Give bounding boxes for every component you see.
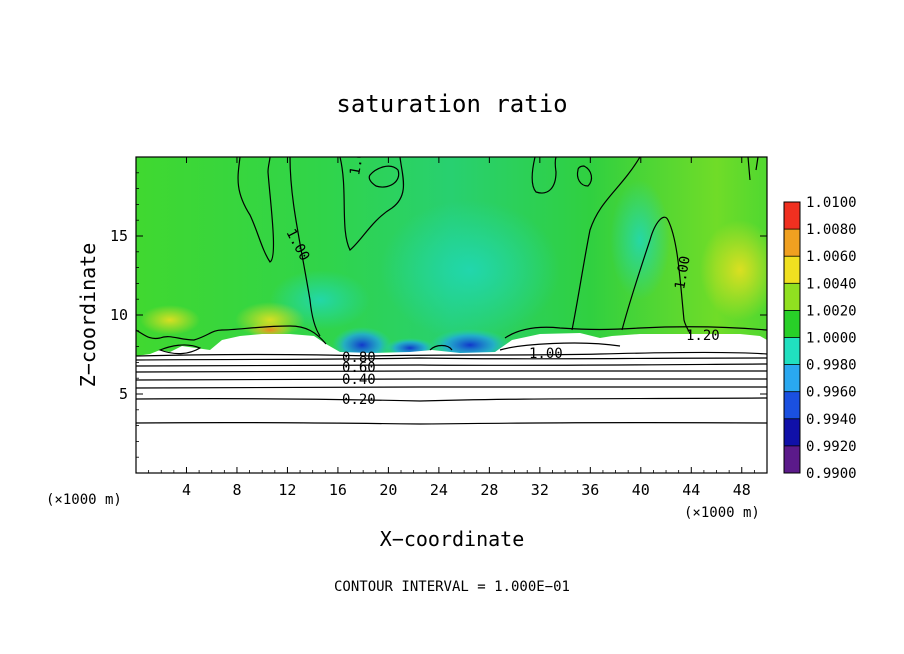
y-tick-label: 5 — [119, 385, 128, 403]
contour-label: 1.00 — [347, 141, 369, 177]
colorbar-label: 0.9980 — [806, 358, 857, 374]
colorbar-label: 1.0040 — [806, 276, 857, 292]
contour-line — [571, 157, 641, 331]
contour-line — [289, 157, 321, 337]
contour-line — [136, 421, 767, 425]
field-yellow-patch — [140, 305, 200, 335]
x-tick-label: 16 — [329, 481, 347, 499]
x-tick-label: 44 — [682, 481, 700, 499]
contour-line — [136, 325, 327, 345]
contour-line — [136, 351, 767, 357]
contour-line — [136, 378, 767, 381]
contour-label: 0.40 — [342, 372, 376, 388]
x-tick-label: 4 — [182, 481, 191, 499]
colorbar-label: 1.0060 — [806, 249, 857, 265]
contour-label: 1.20 — [686, 328, 720, 344]
contour-label: 1.00 — [529, 346, 563, 362]
colorbar-swatch — [784, 337, 800, 365]
field-yellow-patch — [700, 220, 767, 320]
contour-line — [429, 344, 453, 351]
contour-line — [504, 326, 767, 339]
colorbar-label: 1.0100 — [806, 195, 857, 211]
contour-line — [621, 216, 691, 335]
contour-line — [136, 397, 767, 402]
colorbar-label: 0.9960 — [806, 385, 857, 401]
contour-line — [339, 157, 405, 251]
contour-line — [368, 165, 400, 188]
chart-title: saturation ratio — [336, 90, 567, 118]
contour-line — [136, 386, 767, 389]
x-tick-label: 24 — [430, 481, 448, 499]
colorbar-swatch — [784, 256, 800, 284]
subsaturated-region — [136, 333, 767, 473]
contour-line — [531, 157, 557, 194]
field-cyan-patch — [380, 200, 560, 340]
colorbar-swatch — [784, 310, 800, 338]
contour-lines — [136, 157, 767, 425]
colorbar-swatch — [784, 229, 800, 257]
contour-line — [136, 363, 767, 367]
x-tick-label: 20 — [379, 481, 397, 499]
colorbar-swatch — [784, 283, 800, 311]
contour-line — [158, 344, 202, 355]
y-tick-label: 15 — [110, 227, 128, 245]
x-tick-label: 12 — [278, 481, 296, 499]
y-axis-ticks: 5 10 15 — [110, 172, 767, 458]
contour-label: 1.00 — [672, 255, 694, 291]
x-tick-label: 40 — [632, 481, 650, 499]
contour-line — [499, 342, 621, 351]
contour-line — [237, 157, 275, 263]
y-axis-title: Z−coordinate — [76, 243, 100, 388]
z-unit-label: (×1000 m) — [46, 492, 122, 508]
colorbar-label: 0.9920 — [806, 439, 857, 455]
x-axis-title: X−coordinate — [380, 527, 525, 551]
contour-interval-note: CONTOUR INTERVAL = 1.000E−01 — [334, 579, 570, 595]
contour-line — [136, 370, 767, 373]
colorbar-swatch — [784, 418, 800, 446]
x-tick-label: 32 — [531, 481, 549, 499]
contour-line — [576, 165, 593, 187]
colorbar: 0.9900 0.9920 0.9940 0.9960 0.9980 1.0000 1.00… — [783, 195, 857, 482]
colorbar-label: 1.0020 — [806, 303, 857, 319]
plot-area: 1.00 1.00 1.00 1.00 1.20 0.80 0.60 0.40 … — [136, 141, 767, 473]
x-tick-label: 48 — [733, 481, 751, 499]
contour-line — [747, 157, 759, 181]
colorbar-swatch — [784, 391, 800, 419]
x-tick-label: 36 — [581, 481, 599, 499]
contour-labels: 1.00 1.00 1.00 1.00 1.20 0.80 0.60 0.40 … — [282, 141, 720, 408]
colorbar-label: 0.9940 — [806, 412, 857, 428]
x-unit-label: (×1000 m) — [684, 505, 760, 521]
x-tick-label: 8 — [232, 481, 241, 499]
colorbar-label: 1.0000 — [806, 331, 857, 347]
field-cyan-patch — [610, 180, 670, 300]
colorbar-swatch — [784, 364, 800, 392]
x-tick-label: 28 — [480, 481, 498, 499]
contour-label: 0.60 — [342, 360, 376, 376]
contour-line — [136, 357, 767, 361]
colorbar-label: 0.9900 — [806, 466, 857, 482]
colorbar-swatch — [784, 445, 800, 473]
x-axis-ticks: 4 8 12 16 20 24 28 32 36 40 44 48 — [148, 157, 755, 499]
contour-label: 0.80 — [342, 350, 376, 366]
colorbar-swatch — [784, 202, 800, 230]
colorbar-label: 1.0080 — [806, 222, 857, 238]
y-tick-label: 10 — [110, 306, 128, 324]
contour-label: 0.20 — [342, 392, 376, 408]
